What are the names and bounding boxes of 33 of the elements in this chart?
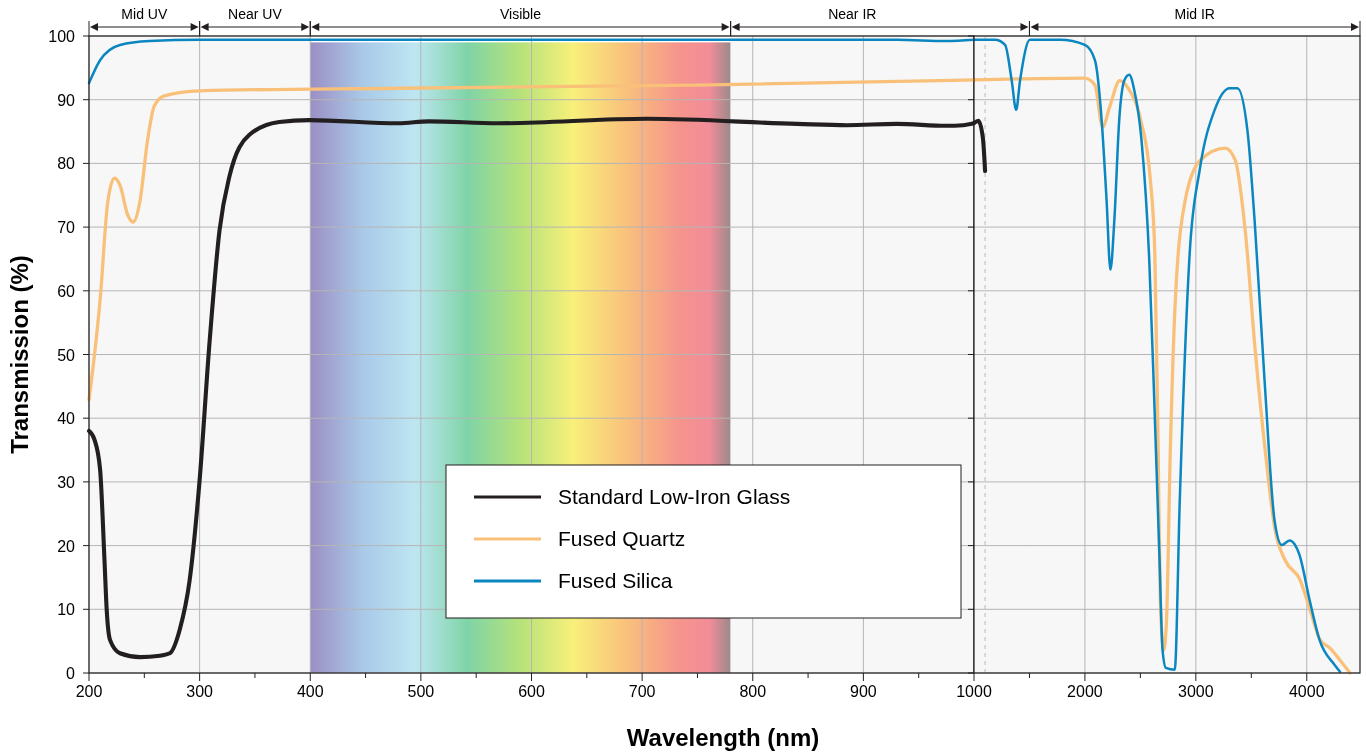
y-tick-label: 50 <box>57 346 76 364</box>
band-label: Near UV <box>228 6 283 22</box>
x-tick-label: 600 <box>518 683 545 700</box>
legend-label: Fused Silica <box>558 569 673 592</box>
x-tick-label: 200 <box>75 683 103 700</box>
y-tick-label: 90 <box>57 91 76 109</box>
band-label: Mid IR <box>1174 6 1215 22</box>
band-label: Visible <box>499 6 542 22</box>
x-axis-title: Wavelength (nm) <box>626 724 820 751</box>
y-tick-label: 100 <box>48 28 76 45</box>
y-tick-label: 20 <box>57 537 76 555</box>
x-tick-label: 700 <box>628 683 656 700</box>
x-tick-label: 2000 <box>1067 683 1103 700</box>
y-tick-label: 80 <box>57 155 76 173</box>
x-tick-label: 1000 <box>956 683 992 700</box>
y-tick-label: 40 <box>57 410 76 428</box>
legend-label: Standard Low-Iron Glass <box>558 485 791 508</box>
band-label: Mid UV <box>121 6 168 22</box>
y-tick-label: 30 <box>57 473 76 491</box>
legend-label: Fused Quartz <box>558 527 686 550</box>
x-tick-label: 900 <box>850 683 877 700</box>
y-tick-label: 70 <box>57 219 76 237</box>
y-axis-title: Transmission (%) <box>6 255 33 454</box>
x-tick-label: 300 <box>186 683 214 700</box>
y-tick-label: 0 <box>66 665 76 682</box>
y-tick-label: 60 <box>57 282 76 300</box>
x-tick-label: 400 <box>296 683 324 700</box>
x-tick-label: 500 <box>407 683 435 700</box>
x-tick-label: 3000 <box>1178 683 1214 700</box>
x-tick-label: 4000 <box>1288 683 1325 700</box>
x-tick-label: 800 <box>739 683 767 700</box>
band-label: Near IR <box>828 6 877 22</box>
y-tick-label: 10 <box>57 601 76 619</box>
